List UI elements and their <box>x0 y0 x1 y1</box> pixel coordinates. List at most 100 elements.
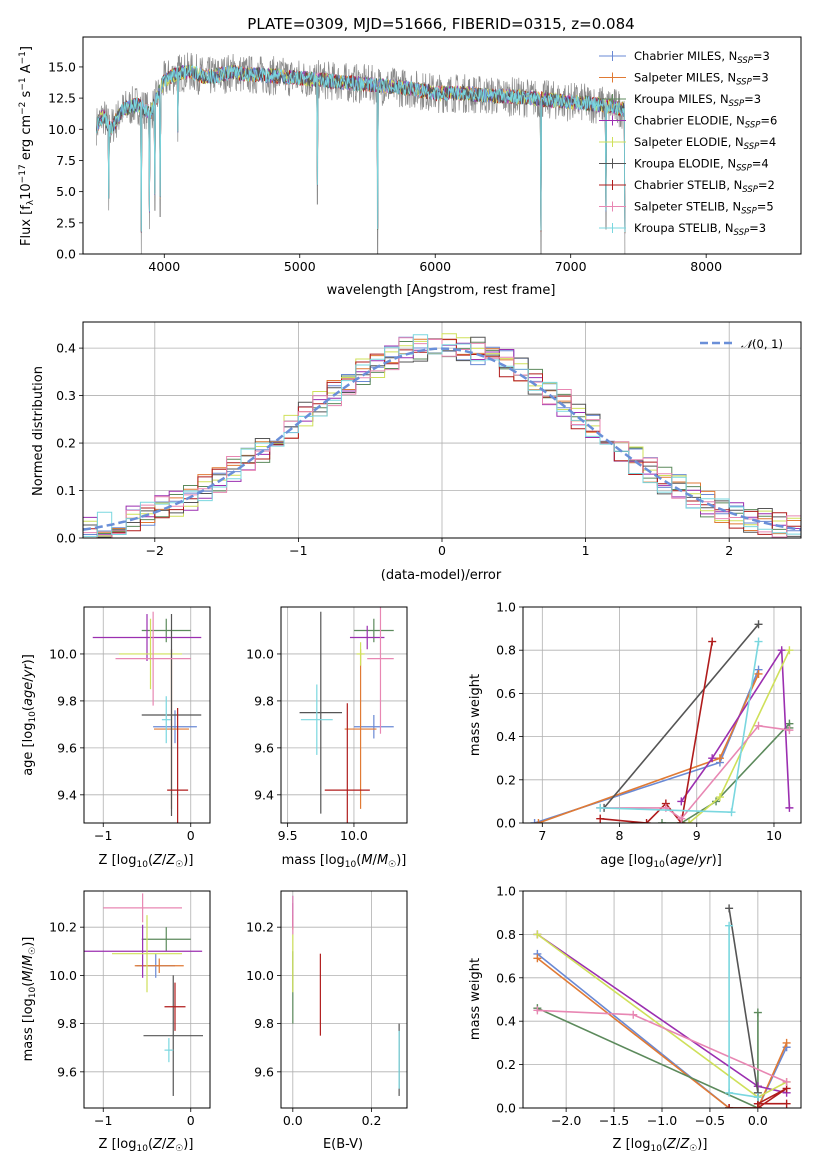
y-tick-label: 9.4 <box>57 787 77 802</box>
y-tick-label: 9.6 <box>57 740 77 755</box>
x-axis-label: Z [log10(Z/Z☉)] <box>613 1137 708 1154</box>
errorbar-salpeter-stelib <box>115 611 191 706</box>
mass-weight-line-kroupa-elodie <box>600 620 763 812</box>
legend-label-kroupa-elodie: Kroupa ELODIE, NSSP=4 <box>634 157 769 174</box>
plus-marker <box>712 797 721 806</box>
y-tick-label: 9.6 <box>254 1064 274 1079</box>
y-tick-label: 0.4 <box>496 729 516 744</box>
plus-marker <box>677 797 686 806</box>
y-tick-label: 5.0 <box>56 184 76 199</box>
y-axis-label: age [log10(age/yr)] <box>21 654 38 776</box>
legend: 𝒩(0, 1) <box>700 337 783 351</box>
plus-marker <box>777 646 786 655</box>
plus-marker <box>533 930 542 939</box>
x-axis-label: Z [log10(Z/Z☉)] <box>99 1137 194 1154</box>
x-tick-label: 7000 <box>555 259 587 274</box>
y-tick-label: 10.0 <box>49 646 77 661</box>
line-path <box>603 623 760 809</box>
legend: Chabrier MILES, NSSP=3 Salpeter MILES, NS… <box>599 49 777 238</box>
errorbar-kroupa-elodie <box>299 611 343 814</box>
y-axis-label: mass weight <box>468 674 483 756</box>
y-tick-label: 0.6 <box>496 970 516 985</box>
y-tick-label: 0.4 <box>56 341 76 356</box>
x-tick-label: 6000 <box>419 259 451 274</box>
legend-label-kroupa-miles: Kroupa MILES, NSSP=3 <box>634 92 761 109</box>
y-tick-label: 10.2 <box>49 920 77 935</box>
y-tick-label: 0.0 <box>56 247 76 262</box>
y-tick-label: 10.0 <box>49 968 77 983</box>
plus-marker <box>754 620 763 629</box>
y-tick-label: 15.0 <box>48 59 76 74</box>
mass-weight-vs-age-panel: age [log10(age/yr)] mass weight 7 8 9 10 0.0… <box>468 600 802 870</box>
plus-marker <box>785 646 794 655</box>
x-tick-label: 0 <box>187 1113 195 1128</box>
errorbar-kroupa-stelib <box>161 696 171 744</box>
y-tick-label: 12.5 <box>48 91 76 106</box>
mass-weight-vs-metallicity-panel: Z [log10(Z/Z☉)] mass weight −2.0 −1.5 −1.0… <box>468 884 802 1154</box>
errorbar-chabrier-miles <box>153 710 197 744</box>
x-axis-label: E(B-V) <box>323 1137 363 1152</box>
y-tick-label: 0.3 <box>56 388 76 403</box>
plus-marker <box>785 803 794 812</box>
errorbar-salpeter-stelib <box>367 607 394 734</box>
x-tick-label: 8 <box>616 828 624 843</box>
plus-marker <box>785 726 794 735</box>
y-tick-label: 1.0 <box>496 600 516 615</box>
mass-vs-metallicity-panel: Z [log10(Z/Z☉)] mass [log10(M/M☉)] −1 0 9.… <box>21 890 211 1154</box>
y-tick-label: 0.8 <box>496 927 516 942</box>
grid <box>281 607 407 823</box>
plus-marker <box>753 1093 762 1102</box>
plus-marker <box>754 669 763 678</box>
y-axis-label: Flux [fλ10−17 erg cm−2 s−1 A−1] <box>18 46 36 246</box>
y-axis-label: mass weight <box>468 958 483 1040</box>
x-axis-label: mass [log10(M/M☉)] <box>282 853 407 870</box>
y-tick-label: 0.0 <box>56 531 76 546</box>
x-axis-label: (data-model)/error <box>381 568 502 583</box>
errorbar-salpeter-miles <box>344 649 377 809</box>
legend-label-kroupa-stelib: Kroupa STELIB, NSSP=3 <box>634 221 766 238</box>
plot-frame <box>83 606 211 824</box>
y-tick-label: 0.2 <box>56 436 76 451</box>
x-tick-label: 0.0 <box>283 1113 303 1128</box>
plus-marker <box>725 904 734 913</box>
plot-frame <box>522 890 802 1109</box>
plus-marker <box>727 808 736 817</box>
errorbar-kroupa-miles <box>353 618 394 643</box>
y-tick-label: 9.8 <box>57 1016 77 1031</box>
y-tick-label: 9.8 <box>254 1016 274 1031</box>
plus-marker <box>782 1077 791 1086</box>
legend-label-salpeter-elodie: Salpeter ELODIE, NSSP=4 <box>634 135 776 152</box>
mass-weight-line-salpeter-elodie <box>685 646 794 823</box>
x-tick-label: −1.0 <box>647 1113 677 1128</box>
mass-weight-line-kroupa-stelib <box>725 921 762 1102</box>
x-tick-label: −1 <box>289 543 307 558</box>
legend-label-chabrier-elodie: Chabrier ELODIE, NSSP=6 <box>634 114 777 131</box>
x-tick-label: 5000 <box>284 259 316 274</box>
plus-marker <box>782 1038 791 1047</box>
x-tick-label: −2 <box>146 543 164 558</box>
y-tick-label: 9.8 <box>57 693 77 708</box>
plus-marker <box>754 637 763 646</box>
y-tick-label: 0.0 <box>496 816 516 831</box>
errorbar-chabrier-elodie <box>92 614 202 661</box>
y-tick-label: 10.0 <box>48 122 76 137</box>
x-tick-label: 8000 <box>690 259 722 274</box>
errorbar-chabrier-stelib <box>167 707 189 823</box>
legend-label-chabrier-stelib: Chabrier STELIB, NSSP=2 <box>634 178 775 195</box>
plot-frame <box>522 606 802 824</box>
normal-curve <box>83 347 801 531</box>
grid <box>84 891 210 1108</box>
errorbar-kroupa-elodie <box>143 975 203 1096</box>
plus-marker <box>530 819 539 823</box>
x-tick-label: −1.5 <box>599 1113 629 1128</box>
x-tick-label: 4000 <box>148 259 180 274</box>
y-tick-label: 2.5 <box>56 215 76 230</box>
mass-weight-line-chabrier-stelib <box>725 1084 791 1108</box>
mass-weight-line-salpeter-stelib <box>533 1006 791 1086</box>
errorbar-salpeter-elodie <box>112 915 182 993</box>
x-tick-label: 10 <box>766 828 782 843</box>
errorbar-chabrier-stelib <box>324 703 370 823</box>
x-axis-label: wavelength [Angstrom, rest frame] <box>327 283 556 298</box>
line-path <box>537 1007 759 1108</box>
